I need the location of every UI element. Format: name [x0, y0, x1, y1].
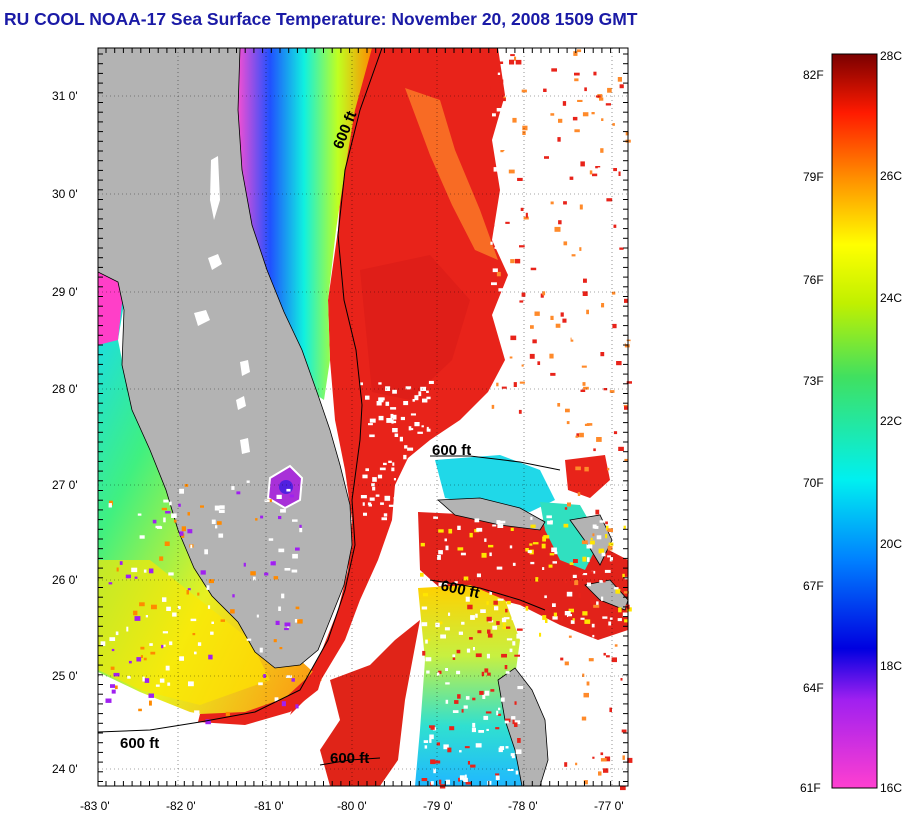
- florida-peninsula: [97, 47, 353, 669]
- grand-bahama-island: [436, 497, 546, 531]
- southwest-shelf-yellow: [98, 560, 270, 705]
- map-title: RU COOL NOAA-17 Sea Surface Temperature:…: [4, 9, 638, 29]
- fahrenheit-label: 82F: [803, 68, 824, 82]
- isobath-600ft: [97, 47, 561, 766]
- colorbar-celsius-labels: 28C 26C 24C 22C 20C 18C 16C: [880, 49, 902, 795]
- lon-tick-label: -82 0': [166, 799, 196, 813]
- lon-tick-label: -79 0': [423, 799, 453, 813]
- celsius-label: 24C: [880, 291, 902, 305]
- lake-okeechobee-center: [279, 480, 293, 494]
- fahrenheit-label: 64F: [803, 681, 824, 695]
- fahrenheit-label: 70F: [803, 476, 824, 490]
- lon-tick-label: -83 0': [80, 799, 110, 813]
- isobath-label-gulf: 600 ft: [120, 735, 159, 752]
- bahamas-bank-water: [415, 585, 540, 786]
- celsius-label: 28C: [880, 49, 902, 63]
- isobath-label-straits: 600 ft: [330, 750, 369, 767]
- lon-tick-label: -78 0': [508, 799, 538, 813]
- lat-tick-label: 29 0': [52, 285, 78, 299]
- gulf-stream-cool-filament: [405, 88, 498, 260]
- lat-tick-label: 25 0': [52, 669, 78, 683]
- lat-tick-label: 30 0': [52, 187, 78, 201]
- andros-island: [497, 667, 549, 787]
- gulf-stream-warm-core: [360, 255, 470, 400]
- fahrenheit-label: 61F: [800, 781, 821, 795]
- map-area: 600 ft 600 ft 600 ft 600 ft 600 ft: [97, 47, 633, 791]
- celsius-label: 16C: [880, 781, 902, 795]
- fahrenheit-label: 79F: [803, 170, 824, 184]
- lat-tick-label: 28 0': [52, 382, 78, 396]
- lat-tick-label: 24 0': [52, 762, 78, 776]
- east-shelf-water: [236, 48, 372, 400]
- frame-ticks: [98, 48, 628, 786]
- inland-lakes: [194, 156, 250, 454]
- celsius-label: 20C: [880, 537, 902, 551]
- land: [97, 47, 629, 787]
- map-grid: [98, 48, 628, 786]
- lon-tick-label: -77 0': [594, 799, 624, 813]
- lon-tick-label: -80 0': [337, 799, 367, 813]
- lat-tick-label: 26 0': [52, 573, 78, 587]
- celsius-label: 18C: [880, 659, 902, 673]
- lat-tick-label: 31 0': [52, 89, 78, 103]
- map-frame: [97, 47, 629, 787]
- fahrenheit-label: 76F: [803, 273, 824, 287]
- lon-tick-label: -81 0': [254, 799, 284, 813]
- straits-water: [320, 620, 420, 786]
- east-scattered-water: [565, 455, 610, 498]
- colorbar-ramp: [831, 53, 878, 789]
- fahrenheit-label: 67F: [803, 579, 824, 593]
- latitude-axis: 31 0' 30 0' 29 0' 28 0' 27 0' 26 0' 25 0…: [52, 89, 78, 776]
- little-bahama-bank-water: [435, 455, 555, 512]
- longitude-axis: -83 0' -82 0' -81 0' -80 0' -79 0' -78 0…: [80, 799, 624, 813]
- celsius-label: 26C: [880, 169, 902, 183]
- fahrenheit-label: 73F: [803, 374, 824, 388]
- colorbar-fahrenheit-labels: 82F 79F 76F 73F 70F 67F 64F 61F: [800, 68, 824, 795]
- sst-field: [98, 48, 628, 786]
- celsius-label: 22C: [880, 414, 902, 428]
- colorbar: 82F 79F 76F 73F 70F 67F 64F 61F 28C 26C …: [800, 49, 902, 795]
- isobath-label-grand-bahama: 600 ft: [432, 442, 471, 459]
- cloud-speckle: [100, 49, 633, 791]
- lat-tick-label: 27 0': [52, 478, 78, 492]
